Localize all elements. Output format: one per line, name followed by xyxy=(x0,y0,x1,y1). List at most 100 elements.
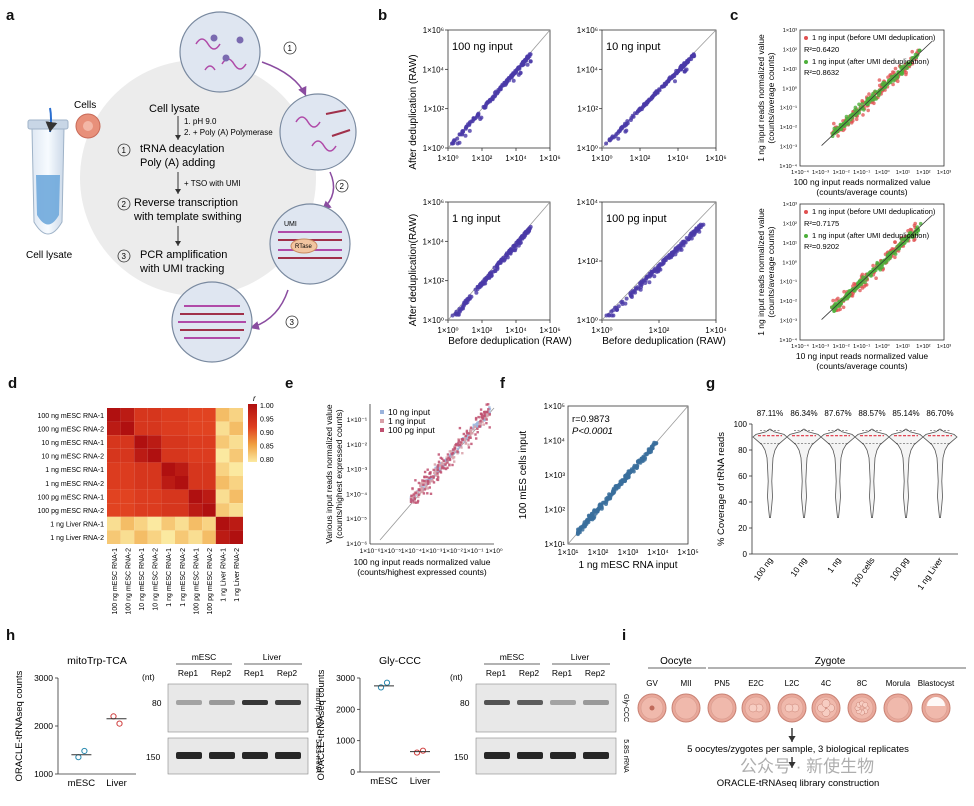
stage-mii: MII xyxy=(671,679,701,723)
regression-line xyxy=(821,40,933,146)
point-3 xyxy=(437,476,440,479)
point-liver xyxy=(116,720,123,727)
row-label: 100 pg mESC RNA-1 xyxy=(37,494,104,501)
germinal-vesicle xyxy=(649,705,655,711)
point-3 xyxy=(429,472,432,475)
point-after xyxy=(891,79,896,83)
colorbar-tick-label: 0.85 xyxy=(260,444,274,451)
point-3 xyxy=(451,463,454,467)
gel-band-top xyxy=(176,700,202,705)
x-tick-label: 1×10⁰ xyxy=(875,343,890,350)
gene-title: mitoTrp-TCA xyxy=(67,655,127,667)
panel-g: 100 80 60 40 20 0 87.11% 100 ng 86.34% 10 ng 87.67… xyxy=(716,409,958,592)
point-3 xyxy=(437,453,440,456)
watermark: 公众号 · 新使生物 xyxy=(740,756,874,776)
column-label: 1 ng Liver RNA-2 xyxy=(234,548,241,602)
x-tick-label: 1×10⁻⁵ xyxy=(380,548,401,555)
data-point xyxy=(525,55,530,60)
panel-c-plot-bottom: 1×10³1×10²1×10¹1×10⁰1×10⁻¹1×10⁻²1×10⁻³1×… xyxy=(756,202,951,371)
x-tick-label: 1×10⁻⁴ xyxy=(401,548,422,555)
y-tick-label: 3000 xyxy=(34,673,53,683)
stage-pn5: PN5 xyxy=(707,679,737,723)
heatmap-cell xyxy=(134,516,148,531)
tso-label: + TSO with UMI xyxy=(184,179,241,188)
data-point xyxy=(604,141,609,146)
embryo-inner xyxy=(814,696,838,720)
x-axis-label-1: 10 ng input reads normalized value xyxy=(796,351,929,361)
gel-band-top xyxy=(550,700,576,705)
gel-side-label: Gly-CCC xyxy=(622,694,629,722)
category-label: 100 ng xyxy=(752,555,775,582)
workflow-background-circle xyxy=(80,60,316,296)
point-after xyxy=(846,122,851,126)
point-3 xyxy=(467,439,470,442)
data-point xyxy=(687,233,692,238)
y-tick-label: 1×10⁴ xyxy=(577,198,599,207)
data-point xyxy=(654,89,659,94)
heatmap-cell xyxy=(202,516,216,531)
y-tick-label: 1×10¹ xyxy=(544,540,565,549)
step-3-line-1: PCR amplification xyxy=(140,249,227,261)
gel-band-bottom xyxy=(242,752,268,759)
colorbar xyxy=(248,404,257,462)
blastomere xyxy=(862,701,869,708)
blastomere xyxy=(821,699,831,708)
point-2 xyxy=(417,495,420,499)
gel-band-top xyxy=(484,700,510,705)
gel-band-bottom xyxy=(275,752,301,759)
gel-left: mESC Liver Rep1 Rep2 Rep1 Rep2 (nt) 80 150 mitoTr… xyxy=(142,652,321,775)
heatmap-cell xyxy=(229,448,243,463)
column-label: 100 ng mESC RNA-2 xyxy=(125,548,132,615)
x-tick-label: 1×10⁴ xyxy=(505,326,527,335)
point-3 xyxy=(423,470,427,474)
point-2 xyxy=(464,442,467,445)
gel-rep-label: Rep2 xyxy=(211,668,232,678)
gel-top xyxy=(475,683,617,733)
x-tick-label: 1×10⁰ xyxy=(437,326,458,335)
r2-after: R²=0.9202 xyxy=(804,242,839,251)
data-point xyxy=(517,65,522,70)
heatmap-cell xyxy=(202,408,216,422)
point-before xyxy=(853,282,858,287)
gel-band-bottom xyxy=(209,752,235,759)
heatmap-cell xyxy=(134,503,148,517)
y-tick-label: 1×10¹ xyxy=(783,67,797,73)
point-2 xyxy=(418,490,421,493)
point-mesc xyxy=(383,679,391,686)
heatmap-cell xyxy=(147,503,162,517)
point-2 xyxy=(460,442,463,446)
colorbar-tick-label: 0.95 xyxy=(260,417,274,424)
data-point xyxy=(674,68,679,73)
point-after xyxy=(835,126,840,130)
point-3 xyxy=(457,441,460,444)
point-3 xyxy=(427,480,430,483)
point-before xyxy=(886,75,890,79)
point-2 xyxy=(479,423,483,426)
y-tick-label: 60 xyxy=(738,472,747,481)
data-point xyxy=(637,108,642,113)
point-1 xyxy=(472,423,475,427)
point-after xyxy=(889,74,894,79)
point-liver xyxy=(110,713,117,720)
data-point xyxy=(457,132,462,137)
point-1 xyxy=(435,470,439,474)
data-point xyxy=(626,475,631,480)
data-point xyxy=(525,62,530,67)
point-before xyxy=(874,276,878,281)
heatmap-cell xyxy=(202,476,216,490)
heatmap-cell xyxy=(175,476,189,490)
point-liver xyxy=(419,747,427,754)
point-2 xyxy=(434,470,437,473)
y-axis-label-1: 1 ng input reads normalized value xyxy=(756,208,766,336)
data-point xyxy=(604,313,609,318)
data-point xyxy=(628,470,633,475)
heatmap-cell xyxy=(175,408,189,422)
heatmap-cell xyxy=(107,408,121,422)
heatmap-cell xyxy=(175,503,189,517)
point-after xyxy=(872,97,876,102)
heatmap-cell xyxy=(120,503,135,517)
heatmap-cell xyxy=(147,476,162,490)
point-2 xyxy=(425,481,428,484)
x-tick-label: 1×10¹ xyxy=(558,548,579,557)
data-point xyxy=(618,482,623,486)
